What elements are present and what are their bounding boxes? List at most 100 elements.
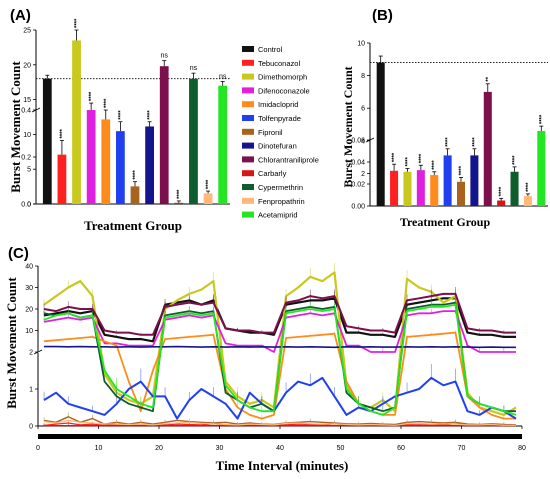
- legend-label: Difenoconazole: [258, 86, 310, 95]
- panel-b-significance-mark: ****: [513, 155, 519, 165]
- panel-a-significance-mark: ****: [206, 179, 212, 189]
- legend-swatch: [242, 101, 254, 108]
- panel-a-y-axis-title: Burst Movement Count: [8, 61, 23, 193]
- panel-b-y-tick-label: 2: [361, 171, 365, 178]
- panel-b-bar: [470, 155, 479, 206]
- panel-b-bar: [443, 155, 452, 206]
- panel-c-series-line: [43, 376, 517, 420]
- panel-c-y-tick-label: 0: [29, 424, 33, 431]
- legend-label: Carbarly: [258, 169, 287, 178]
- panel-a-bar: [57, 154, 67, 204]
- panel-b-y-tick-label: 6: [361, 106, 365, 113]
- panel-a-bar: [174, 202, 184, 204]
- panel-c-x-tick-label: 50: [337, 445, 345, 452]
- panel-c-x-tick-label: 0: [36, 445, 40, 452]
- legend-swatch: [242, 170, 254, 177]
- panel-b-y-tick-label: 10: [357, 41, 365, 48]
- legend-label: Dinotefuran: [258, 142, 297, 151]
- legend-label: Acetamiprid: [258, 211, 298, 220]
- panel-c-light-dark-bar: [38, 434, 522, 439]
- panel-b-significance-mark: ****: [432, 160, 438, 170]
- panel-b-significance-mark: ****: [472, 137, 478, 147]
- legend-swatch: [242, 142, 254, 149]
- panel-b-x-axis-title: Treatment Group: [400, 215, 491, 229]
- legend-swatch: [242, 87, 254, 94]
- panel-c-y-axis-title: Burst Movement Count: [4, 277, 19, 409]
- panel-b-bar: [456, 181, 466, 206]
- panel-c-x-tick-label: 20: [155, 445, 163, 452]
- panel-b-significance-mark: ****: [419, 153, 425, 163]
- panel-a-significance-mark: ****: [148, 110, 154, 120]
- panel-c-series-line: [43, 303, 517, 416]
- panel-b-bar: [537, 131, 546, 206]
- panel-a-x-axis-title: Treatment Group: [84, 218, 182, 233]
- legend-swatch: [242, 211, 254, 218]
- legend-label: Dimethomorph: [258, 73, 307, 82]
- panel-b-bar: [483, 91, 492, 206]
- panel-a-label: (A): [10, 7, 31, 24]
- panel-a-bar: [72, 40, 81, 204]
- panel-b-significance-mark: ****: [526, 182, 532, 192]
- panel-b-significance-mark: ****: [392, 152, 398, 162]
- panel-b-bar: [510, 171, 519, 206]
- panel-c-x-tick-label: 40: [276, 445, 284, 452]
- panel-b-significance-mark: **: [486, 76, 492, 81]
- panel-a-y-tick-label: 0.0: [21, 202, 31, 209]
- panel-c-x-tick-label: 70: [458, 445, 466, 452]
- legend-label: Fipronil: [258, 128, 283, 137]
- panel-a-axis-break: [31, 107, 41, 113]
- panel-a-bar: [218, 85, 228, 204]
- panel-b-bar: [416, 170, 425, 206]
- legend-swatch: [242, 156, 254, 163]
- panel-a-y-tick-label: 5: [27, 167, 31, 174]
- panel-b-bar: [376, 62, 385, 207]
- panel-a-bar: [101, 119, 111, 204]
- panel-b-bar: [430, 175, 439, 206]
- panel-c-y-tick-label: 2: [29, 350, 33, 357]
- panel-b-y-tick-label: 8: [361, 73, 365, 80]
- panel-b-y-tick-label: 4: [361, 138, 365, 145]
- panel-a-significance-mark: ****: [75, 18, 81, 28]
- legend-label: Cypermethrin: [258, 183, 303, 192]
- panel-a-significance-mark: ****: [133, 170, 139, 180]
- panel-a-y-tick-label: 10: [23, 132, 31, 139]
- panel-c-series-line: [43, 310, 516, 353]
- panel-a-bar: [189, 78, 198, 204]
- legend: Control Tebuconazol Dimethomorph Difenocona…: [242, 45, 319, 220]
- panel-b-bar: [403, 171, 412, 206]
- legend-label: Imidacloprid: [258, 100, 298, 109]
- legend-label: Tolfenpyrade: [258, 114, 301, 123]
- panel-c-x-axis-title: Time Interval (minutes): [216, 458, 349, 473]
- legend-swatch: [242, 59, 254, 66]
- legend-label: Fenpropathrin: [258, 197, 305, 206]
- panel-a-y-tick-label: 15: [23, 97, 31, 104]
- panel-b-bar: [390, 170, 399, 206]
- panel-c-label: (C): [8, 245, 29, 262]
- panel-a-significance-mark: ****: [177, 189, 183, 199]
- legend-swatch: [242, 197, 254, 204]
- panel-a-significance-mark: ns: [219, 74, 227, 81]
- panel-b-significance-mark: ****: [405, 157, 411, 167]
- panel-c-axis-break-mark: [33, 349, 43, 355]
- panel-b-significance-mark: ****: [499, 186, 505, 196]
- legend-label: Tebuconazol: [258, 59, 300, 68]
- panel-a-y-tick-label: 0: [27, 202, 31, 209]
- panel-b-y-tick-label: 0.06: [351, 138, 365, 145]
- panel-c: (C) Burst Movement Count Time Interval (…: [4, 245, 526, 473]
- panel-a-significance-mark: ****: [89, 91, 95, 101]
- panel-c-series-line: [43, 292, 516, 336]
- panel-a-bar: [42, 78, 52, 204]
- panel-a-bar: [116, 131, 125, 204]
- panel-a-bar: [159, 66, 169, 204]
- panel-a-bar: [86, 110, 96, 204]
- panel-c-y-tick-label: 30: [25, 285, 33, 292]
- legend-swatch: [242, 128, 254, 135]
- panel-b-y-tick-label: 0.02: [351, 182, 365, 189]
- panel-a-bar: [203, 193, 213, 204]
- panel-a-bar: [145, 126, 154, 204]
- panel-a: (A) Burst Movement Count Treatment Group…: [8, 7, 230, 233]
- legend-label: Chlorantraniliprole: [258, 155, 319, 164]
- panel-a-significance-mark: ns: [161, 53, 169, 60]
- panel-b-bar: [497, 200, 506, 206]
